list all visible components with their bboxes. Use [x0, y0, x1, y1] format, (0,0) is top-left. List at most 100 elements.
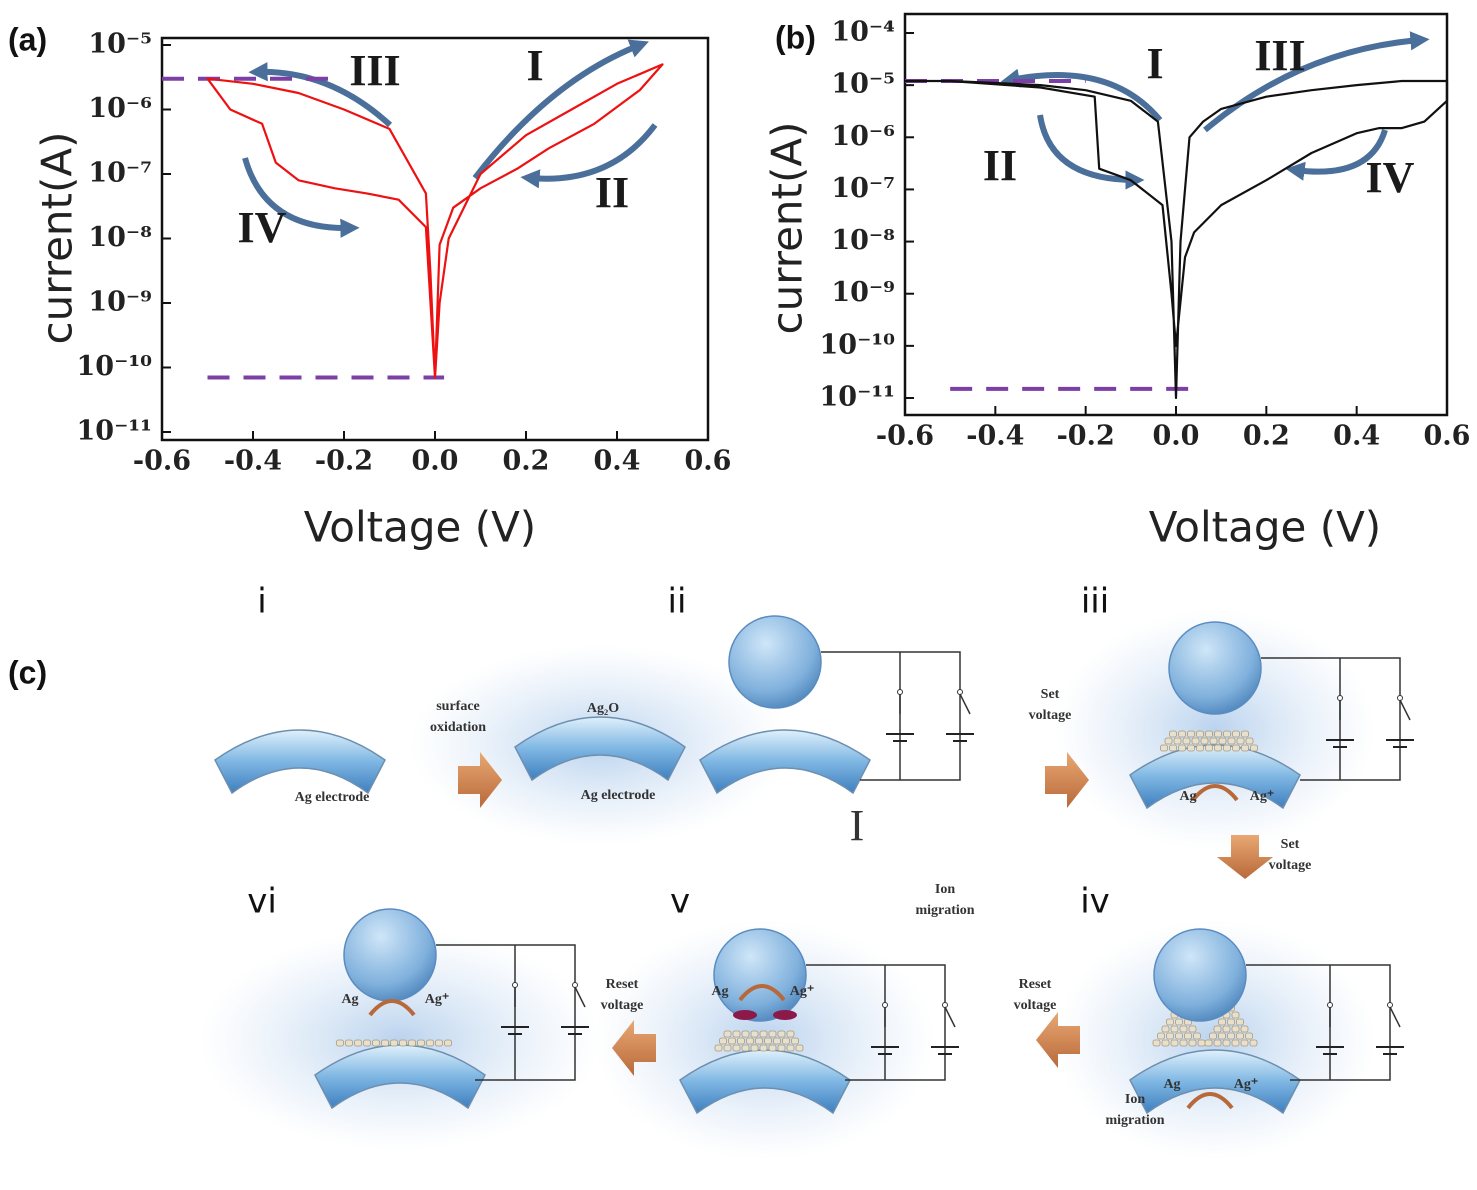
- glow: [1055, 610, 1375, 850]
- schematic-caption: Ion: [935, 882, 955, 897]
- nanoparticle: [791, 1037, 799, 1045]
- branch-label: I: [1146, 39, 1163, 88]
- x-axis-title: Voltage (V): [1149, 503, 1381, 552]
- nanoparticle: [1187, 744, 1195, 752]
- nanoparticle: [1179, 1025, 1188, 1033]
- nanoparticle: [1188, 1025, 1197, 1033]
- nanoparticle: [1231, 1025, 1240, 1033]
- y-axis-title: current(A): [33, 131, 82, 344]
- y-tick-label: 10⁻⁷: [88, 158, 152, 189]
- nanoparticle: [768, 1030, 777, 1038]
- x-tick-label: -0.2: [1057, 421, 1115, 452]
- x-tick-label: 0.6: [1424, 421, 1471, 452]
- panel-number: v: [670, 882, 690, 922]
- nanoparticle: [1214, 730, 1222, 738]
- nanoparticle: [417, 1039, 425, 1047]
- electrode: [699, 729, 871, 795]
- y-tick-label: 10⁻⁸: [831, 225, 895, 256]
- x-tick-label: 0.2: [1243, 421, 1290, 452]
- schematic-caption: oxidation: [430, 720, 486, 735]
- panel-number: ii: [668, 582, 687, 622]
- nanoparticle: [1193, 1032, 1201, 1040]
- nanoparticle: [741, 1030, 750, 1038]
- nanoparticle: [426, 1039, 434, 1047]
- x-axis-title: Voltage (V): [304, 503, 536, 552]
- nanoparticle: [1152, 1039, 1161, 1047]
- schematic-caption: Reset: [606, 977, 639, 992]
- nanoparticle: [1223, 744, 1231, 752]
- process-arrow: [1045, 752, 1089, 808]
- switch-node: [957, 689, 963, 695]
- nanoparticle: [764, 1037, 772, 1045]
- nanoparticle: [336, 1039, 344, 1047]
- nanoparticle: [777, 1030, 786, 1038]
- nanoparticle: [1187, 730, 1195, 738]
- x-tick-label: 0.2: [503, 446, 550, 477]
- wire: [1261, 657, 1401, 781]
- nanoparticle: [1179, 1039, 1188, 1047]
- nanoparticle: [1214, 744, 1222, 752]
- nanoparticle: [1241, 730, 1249, 738]
- nanoparticle: [1204, 1039, 1213, 1047]
- nanoparticle: [372, 1039, 380, 1047]
- plot-frame: [903, 12, 1449, 417]
- panel-number: vi: [247, 882, 277, 922]
- nanoparticle: [1191, 737, 1200, 745]
- x-tick-label: -0.6: [876, 421, 934, 452]
- nanoparticle: [1160, 744, 1168, 752]
- nanoparticle: [728, 1037, 736, 1045]
- schematic-caption: voltage: [1029, 708, 1072, 723]
- schematic-caption: Ag: [341, 992, 358, 1007]
- y-tick-label: 10⁻⁴: [831, 17, 895, 48]
- nanoparticle: [723, 1030, 732, 1038]
- nanoparticle: [1250, 744, 1258, 752]
- nanoparticle: [1184, 1032, 1192, 1040]
- top-electrode: [728, 615, 822, 709]
- x-tick-label: 0.0: [412, 446, 459, 477]
- nanoparticle: [1197, 1039, 1206, 1047]
- nanoparticle: [782, 1037, 790, 1045]
- nanoparticle: [345, 1039, 353, 1047]
- nanoparticle: [435, 1039, 443, 1047]
- iv-curve: [905, 79, 1449, 400]
- top-electrode: [343, 908, 437, 1002]
- y-tick-label: 10⁻¹⁰: [77, 351, 153, 382]
- y-tick-label: 10⁻⁵: [88, 29, 152, 60]
- ion-hop: [738, 984, 786, 1002]
- sweep-arrow: [1037, 114, 1145, 190]
- reduction-site: [773, 1010, 797, 1020]
- nanoparticle: [1223, 730, 1231, 738]
- direction-arrows: [242, 31, 1430, 238]
- switch-node: [1337, 695, 1343, 701]
- schematic-caption: Ag: [1179, 789, 1196, 804]
- sweep-arrow: [472, 39, 649, 180]
- nanoparticle: [1175, 1018, 1183, 1026]
- branch-label: II: [595, 168, 629, 217]
- nanoparticle: [1170, 1025, 1179, 1033]
- nanoparticle: [723, 1044, 732, 1052]
- x-tick-label: 0.6: [685, 446, 732, 477]
- y-tick-label: 10⁻⁹: [88, 287, 152, 318]
- switch-node: [512, 982, 518, 988]
- electrode: [679, 1049, 851, 1115]
- nanoparticle: [1200, 737, 1209, 745]
- x-tick-label: 0.4: [594, 446, 641, 477]
- sweep-arrow: [1000, 68, 1163, 122]
- electrode: [214, 729, 386, 795]
- nanoparticle: [1164, 737, 1173, 745]
- schematic-caption: voltage: [1014, 998, 1057, 1013]
- nanoparticle: [1161, 1039, 1170, 1047]
- nanoparticle: [1170, 1039, 1179, 1047]
- switch: [1399, 699, 1411, 721]
- nanoparticle: [1218, 737, 1227, 745]
- sweep-arrow: [1285, 129, 1388, 181]
- schematic-caption: Set: [1281, 837, 1300, 852]
- y-tick-label: 10⁻¹¹: [77, 416, 152, 447]
- switch-node: [1387, 1002, 1393, 1008]
- y-tick-label: 10⁻⁵: [831, 69, 895, 100]
- switch: [944, 1006, 956, 1028]
- schematic-caption: migration: [915, 903, 974, 918]
- schematic-caption: Set: [1041, 687, 1060, 702]
- schematic-caption: Reset: [1019, 977, 1052, 992]
